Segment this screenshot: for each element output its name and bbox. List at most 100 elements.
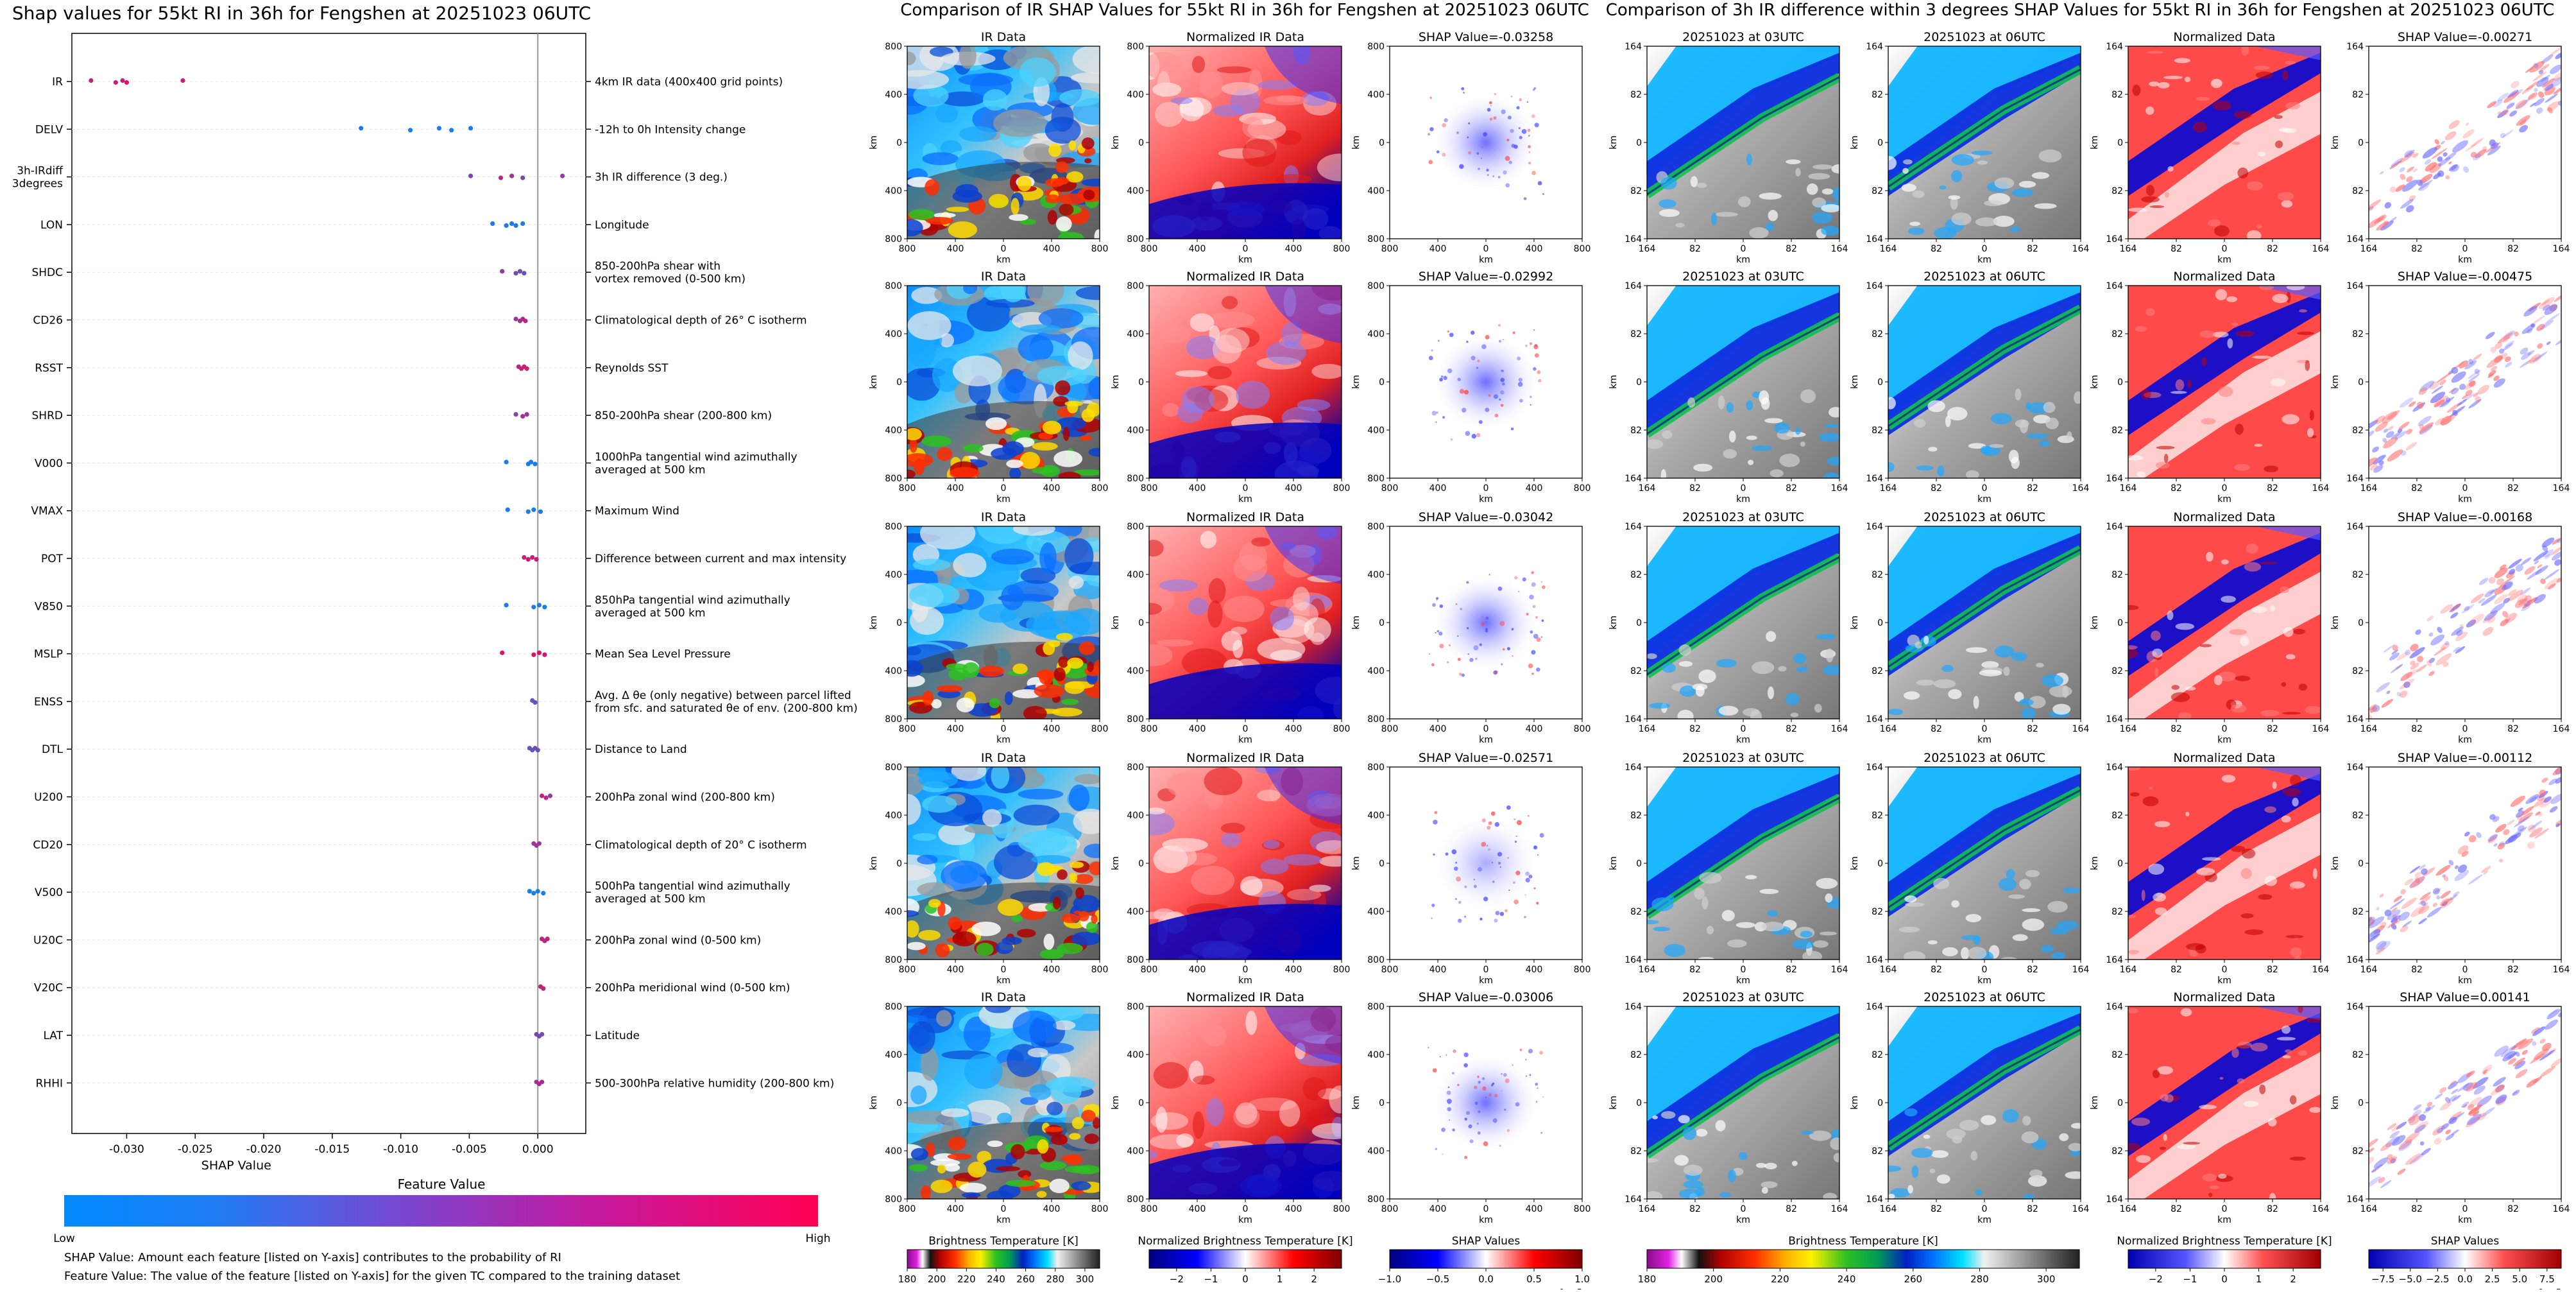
diff-blob — [1710, 212, 1718, 226]
diff-norm-blob — [2237, 1078, 2245, 1084]
diff-shap-streak — [2473, 354, 2482, 361]
x-tick-label: 400 — [1526, 724, 1543, 734]
cloud-blob — [908, 1021, 935, 1054]
diff-shap-streak — [2525, 356, 2538, 365]
diff-blob — [1977, 160, 1988, 165]
diff-shap-streak — [2383, 220, 2389, 226]
diff-norm-blob — [2218, 1173, 2227, 1179]
diff-shap-streak — [2534, 98, 2545, 107]
shap-image — [1390, 46, 1582, 239]
diff-norm-blob — [2154, 668, 2159, 677]
shap-speck — [1463, 1052, 1469, 1058]
shap-speck — [1486, 168, 1489, 172]
diff-norm-blob — [2149, 81, 2160, 87]
diff-norm-blob — [2274, 115, 2283, 119]
feature-name: DELV — [35, 123, 63, 136]
diff-shap-streak — [2376, 682, 2390, 693]
x-tick-label: 800 — [1141, 244, 1158, 254]
diff-shap-streak — [2530, 597, 2538, 602]
diff-shap-streak — [2482, 146, 2487, 151]
diff-shap-streak — [2475, 149, 2487, 159]
diff-blob — [1980, 445, 1992, 454]
cloud-shield — [1888, 46, 2081, 180]
shap-speck — [1521, 128, 1527, 134]
diff-shap-streak — [2537, 564, 2543, 569]
diff-shap-streak — [2408, 1114, 2418, 1121]
shap-speck — [1540, 636, 1543, 638]
shap-point — [535, 889, 540, 894]
convective-cell — [1053, 897, 1061, 910]
shap-point — [531, 652, 536, 657]
diff-norm-blob — [2185, 811, 2190, 817]
shap-speck — [1530, 404, 1531, 406]
convective-cell — [1037, 1139, 1049, 1154]
shap-point — [520, 414, 525, 419]
shap-speck — [1439, 604, 1444, 608]
diff-blob — [1755, 1162, 1767, 1168]
diff-shap-image — [2369, 286, 2561, 478]
y-tick-label: 800 — [1367, 714, 1385, 725]
diff-shap-streak — [2520, 347, 2529, 355]
y-tick-label: 164 — [1866, 714, 1883, 725]
cloud-blob — [953, 553, 987, 578]
diff-shap-streak — [2369, 917, 2373, 921]
diff-shap-streak — [2470, 151, 2477, 158]
shap-speck — [1464, 885, 1467, 888]
diff-norm-blob — [2292, 797, 2299, 807]
diff-blob — [1683, 1164, 1703, 1176]
shap-point — [89, 78, 94, 83]
diff-blob — [1975, 1189, 1983, 1196]
x-tick-label: 82 — [2267, 244, 2278, 254]
shap-point — [535, 748, 540, 753]
y-tick-label: 82 — [2111, 666, 2123, 676]
diff-shap-streak — [2552, 538, 2561, 545]
cloud-blob — [912, 833, 937, 841]
shap-speck — [1528, 145, 1531, 148]
diff-norm-blob — [2145, 308, 2155, 316]
diff-shap-streak — [2493, 378, 2505, 388]
diff-shap-streak — [2514, 331, 2519, 337]
y-tick-label: 800 — [1367, 522, 1385, 532]
diff-shap-streak — [2515, 99, 2527, 109]
x-tick-label: 82 — [2171, 483, 2182, 494]
diff-blob — [1888, 462, 1895, 472]
colorbar-tick-label: 300 — [2037, 1273, 2056, 1285]
shap-speck — [1435, 597, 1439, 600]
ir-row: IR Data Normalized IR Data SHAP Value=-0.0… — [869, 510, 1591, 745]
shap-speck — [1525, 1058, 1527, 1061]
diff-shap-streak — [2369, 707, 2378, 713]
shap-speck — [1508, 889, 1510, 891]
diff-shap-streak — [2421, 900, 2427, 906]
y-tick-label: 800 — [1367, 42, 1385, 52]
diff-blob — [1726, 402, 1734, 413]
shap-speck — [1474, 1101, 1478, 1105]
norm-blob — [1207, 366, 1232, 380]
y-tick-label: 164 — [2106, 1002, 2123, 1012]
diff-norm-blob — [2128, 1008, 2138, 1014]
diff-shap-streak — [2440, 1101, 2452, 1111]
diff-shap-streak — [2512, 1090, 2518, 1096]
colorbar-gradient — [2368, 1249, 2562, 1269]
shap-image — [1390, 767, 1582, 960]
norm-blob — [1311, 363, 1342, 379]
diff-blob — [1821, 188, 1834, 195]
diff-shap-streak — [2521, 352, 2531, 360]
diff-shap-background — [2369, 286, 2561, 478]
shap-speck — [1499, 390, 1505, 395]
shap-speck — [1433, 853, 1435, 856]
y-tick-label: 164 — [2346, 281, 2364, 291]
panel-title-06utc: 20251023 at 06UTC — [1923, 30, 2045, 44]
y-tick-label: 82 — [2111, 1146, 2123, 1157]
diff-norm-blob — [2180, 1008, 2192, 1017]
diff-row: 20251023 at 03UTC 20251023 at 06UTC Normal… — [1608, 751, 2570, 986]
feature-name: VMAX — [31, 505, 63, 518]
shap-point — [542, 652, 547, 657]
y-tick-label: 400 — [1127, 1050, 1144, 1060]
diff-norm-blob — [2208, 1193, 2213, 1198]
diff-blob — [1827, 456, 1839, 466]
x-tick-label: 164 — [2072, 1204, 2090, 1214]
diff-blob — [1998, 877, 2017, 891]
convective-cell — [907, 219, 923, 237]
diff-shap-streak — [2373, 465, 2384, 473]
diff-shap-streak — [2514, 598, 2527, 608]
